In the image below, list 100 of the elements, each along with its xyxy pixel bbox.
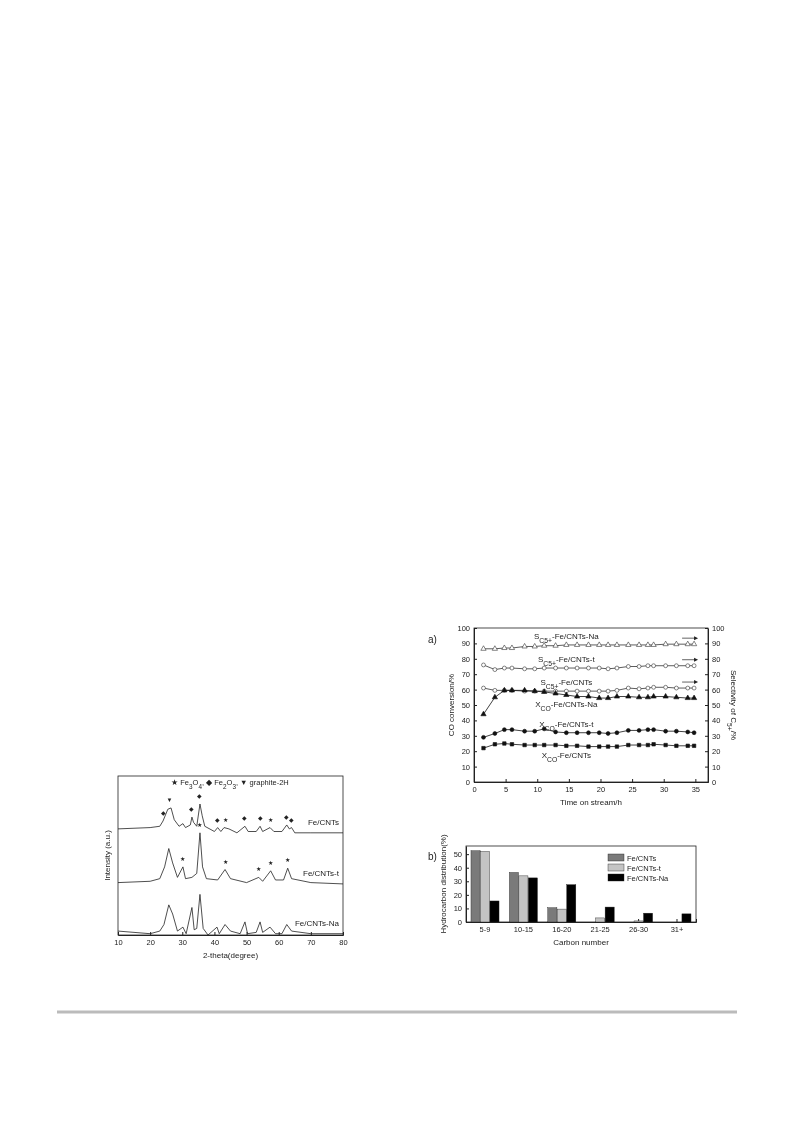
point xyxy=(636,686,642,692)
point xyxy=(626,743,631,748)
point xyxy=(502,741,507,746)
point xyxy=(644,641,651,647)
y-axis-title: CO conversion/% xyxy=(447,673,456,737)
point xyxy=(685,729,691,735)
point xyxy=(662,693,669,699)
point xyxy=(564,665,569,671)
point xyxy=(645,685,651,691)
point xyxy=(692,743,697,748)
point xyxy=(574,665,580,671)
point xyxy=(605,688,611,694)
point xyxy=(625,641,632,647)
point xyxy=(691,685,697,691)
y-axis-title: Hydrocarbon distribution(%) xyxy=(439,834,448,934)
point xyxy=(637,743,642,748)
point xyxy=(674,663,679,668)
point xyxy=(605,666,611,672)
point xyxy=(509,742,514,747)
point xyxy=(651,663,656,668)
point xyxy=(691,730,697,735)
point xyxy=(614,665,620,671)
point xyxy=(663,685,668,690)
point xyxy=(674,728,679,734)
point xyxy=(553,743,558,748)
point xyxy=(651,742,656,747)
point xyxy=(574,730,580,735)
point xyxy=(574,693,581,699)
point xyxy=(532,728,537,734)
text: a) xyxy=(428,634,437,645)
point xyxy=(614,730,620,735)
point xyxy=(586,665,591,671)
point xyxy=(596,694,603,700)
point xyxy=(605,641,612,647)
point xyxy=(564,730,569,735)
point xyxy=(585,693,592,699)
point xyxy=(585,641,592,647)
point xyxy=(636,664,642,669)
point xyxy=(492,742,497,747)
point xyxy=(502,727,507,732)
point xyxy=(552,642,559,648)
point xyxy=(651,685,656,690)
point xyxy=(481,662,486,668)
point xyxy=(501,644,508,650)
point xyxy=(574,641,581,647)
point xyxy=(691,640,698,646)
point xyxy=(684,640,691,646)
point xyxy=(532,666,537,672)
point xyxy=(673,640,680,646)
point xyxy=(596,641,603,647)
point xyxy=(563,641,570,647)
point xyxy=(492,688,498,693)
point xyxy=(522,743,527,748)
series-label: Fe/CNTs xyxy=(307,817,339,827)
point xyxy=(605,694,612,700)
series-label: X$_{CO}$-Fe/CNTs-Na xyxy=(535,699,598,712)
point xyxy=(636,641,642,647)
point xyxy=(509,727,515,732)
point xyxy=(614,688,620,693)
text: b) xyxy=(428,851,437,862)
point xyxy=(662,640,669,646)
point xyxy=(685,743,690,748)
point xyxy=(492,667,498,672)
series-label: S$_{C5+}$-Fe/CNTs xyxy=(540,678,593,690)
point xyxy=(650,693,657,699)
point xyxy=(650,641,657,647)
point xyxy=(625,693,632,699)
series-label: S$_{C5+}$-Fe/CNTs-Na xyxy=(533,631,600,644)
point xyxy=(645,663,651,668)
series-label: Fe/CNTs-Na xyxy=(294,918,340,928)
point xyxy=(481,735,486,740)
point xyxy=(586,688,591,694)
y-axis-title: Intensity (a.u.) xyxy=(103,829,112,881)
series-label: X$_{CO}$-Fe/CNTs-t xyxy=(539,719,595,732)
point xyxy=(596,665,602,671)
point xyxy=(644,693,651,700)
point xyxy=(492,731,498,736)
point xyxy=(626,728,631,733)
point xyxy=(586,730,591,735)
point xyxy=(522,728,527,734)
point xyxy=(522,666,527,672)
point xyxy=(645,727,651,732)
point xyxy=(684,694,691,700)
point xyxy=(636,693,642,700)
point xyxy=(491,693,498,700)
point xyxy=(691,694,698,700)
point xyxy=(575,743,580,748)
point xyxy=(481,685,486,691)
point xyxy=(542,743,547,748)
point xyxy=(645,743,650,748)
point xyxy=(596,730,602,735)
point xyxy=(685,685,691,691)
point xyxy=(586,744,591,749)
point xyxy=(596,688,602,694)
point xyxy=(491,645,498,651)
point xyxy=(532,743,537,748)
point xyxy=(663,728,668,734)
point xyxy=(691,663,697,668)
point xyxy=(673,693,680,700)
point xyxy=(685,663,691,668)
